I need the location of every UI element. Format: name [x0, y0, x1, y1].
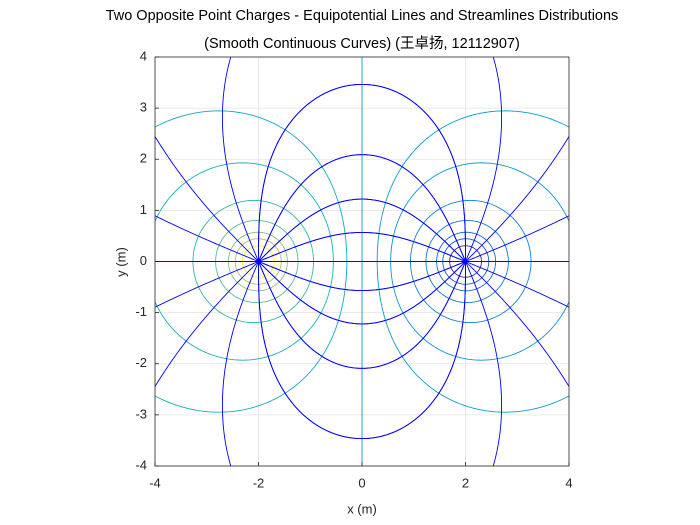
streamline: [465, 215, 569, 262]
streamline: [155, 215, 259, 262]
y-axis-label: y (m): [113, 247, 128, 277]
x-tick-label: 2: [462, 475, 469, 490]
streamline: [465, 135, 569, 262]
y-tick-label: 1: [140, 202, 147, 217]
streamline: [258, 261, 466, 325]
y-tick-label: 4: [140, 48, 147, 63]
streamline: [155, 135, 259, 262]
y-tick-label: -3: [135, 406, 147, 421]
equipotential-line: [436, 231, 497, 292]
equipotential-line: [376, 110, 569, 413]
streamline: [155, 261, 259, 308]
plot-area: [155, 57, 569, 466]
y-tick-label: -4: [135, 457, 147, 472]
y-tick-label: 2: [140, 151, 147, 166]
equipotential-line: [192, 199, 314, 324]
streamline: [258, 261, 466, 292]
streamline: [258, 231, 466, 262]
streamline: [258, 261, 466, 369]
x-tick-label: -2: [253, 475, 265, 490]
y-tick-label: 3: [140, 100, 147, 115]
x-tick-label: 4: [565, 475, 572, 490]
x-tick-label: -4: [149, 475, 161, 490]
streamline: [465, 261, 569, 388]
streamline: [258, 261, 466, 440]
x-tick-label: 0: [358, 475, 365, 490]
streamline: [465, 261, 503, 466]
streamline: [221, 57, 259, 262]
equipotential-line: [410, 199, 532, 324]
equipotential-line: [442, 238, 490, 285]
streamline: [258, 83, 466, 262]
x-axis-label: x (m): [347, 501, 377, 516]
streamline: [465, 57, 503, 262]
chart-title: (Smooth Continuous Curves) (王卓扬, 1211290…: [204, 35, 520, 52]
equipotential-line: [227, 231, 288, 292]
streamline: [258, 154, 466, 262]
y-tick-label: -1: [135, 304, 147, 319]
equipotential-line: [234, 238, 282, 285]
streamline: [465, 261, 569, 308]
streamline: [155, 261, 259, 388]
streamline: [221, 261, 259, 466]
streamline: [258, 198, 466, 262]
y-tick-label: -2: [135, 355, 147, 370]
y-tick-label: 0: [140, 253, 147, 268]
chart-title: Two Opposite Point Charges - Equipotenti…: [106, 8, 619, 24]
